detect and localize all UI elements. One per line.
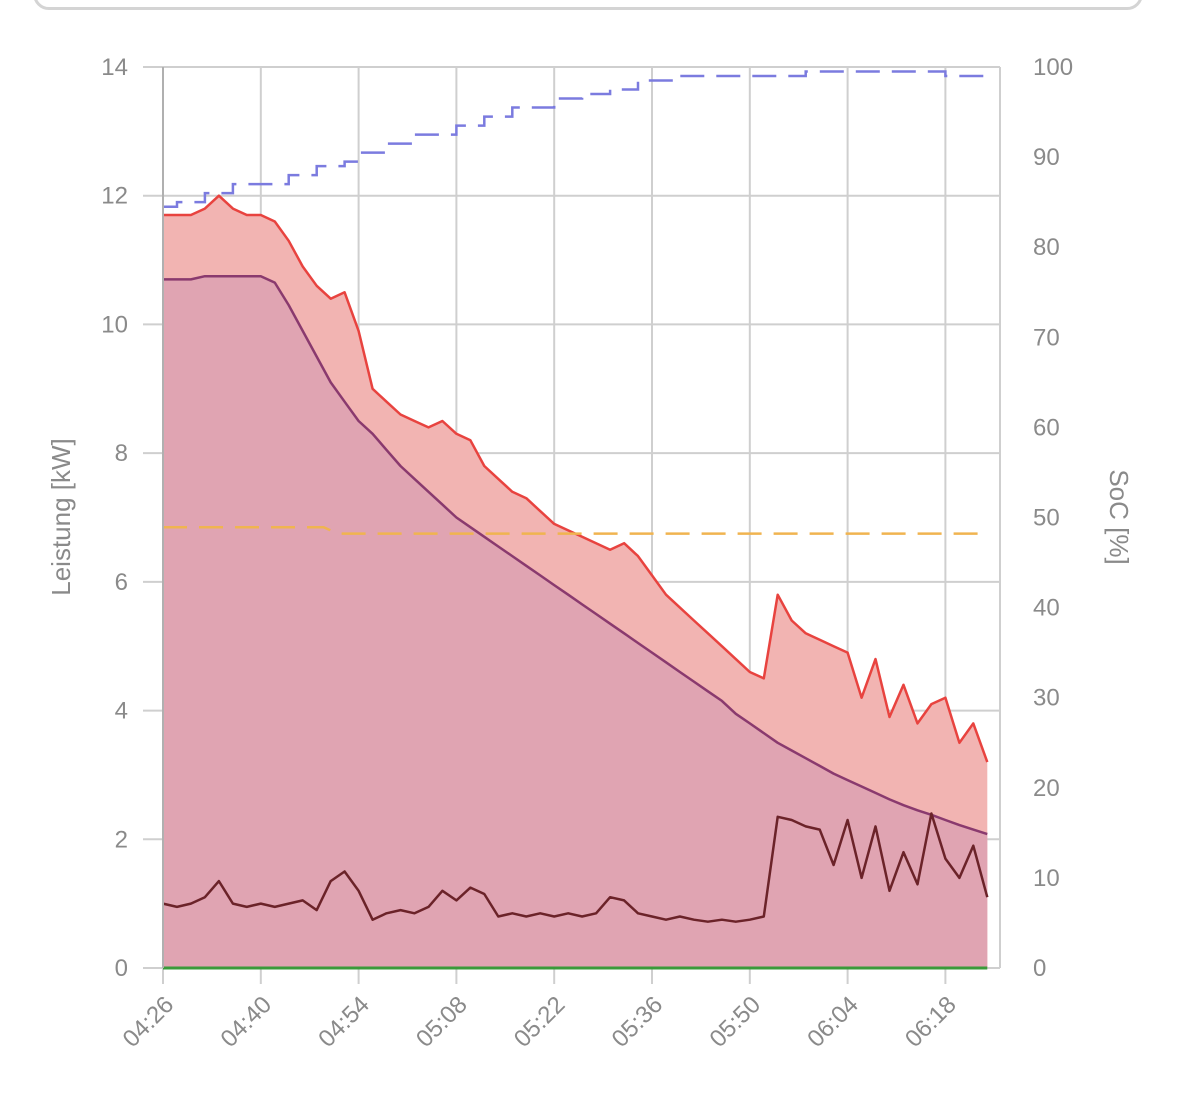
x-tick-label: 05:08 — [411, 991, 473, 1053]
y-axis-title: Leistung [kW] — [46, 438, 76, 596]
x-tick-label: 04:26 — [118, 991, 180, 1053]
y-tick-label: 6 — [115, 569, 128, 596]
y-tick-label: 4 — [115, 698, 128, 725]
y-tick-label: 12 — [101, 183, 128, 210]
x-tick-label: 05:50 — [704, 991, 766, 1053]
ev-power-area — [163, 276, 988, 968]
soc-dashed-line — [163, 70, 988, 208]
y2-tick-label: 90 — [1033, 144, 1060, 171]
house-load-line — [162, 812, 989, 923]
y2-tick-label: 50 — [1033, 505, 1060, 532]
area-layer — [163, 195, 988, 968]
ev-power-line — [163, 274, 988, 836]
x-tick-label: 06:04 — [802, 991, 864, 1053]
y-tick-label: 2 — [115, 826, 128, 853]
y2-tick-label: 0 — [1033, 955, 1046, 982]
y2-tick-label: 70 — [1033, 324, 1060, 351]
y2-tick-label: 80 — [1033, 234, 1060, 261]
y2-tick-label: 100 — [1033, 54, 1073, 81]
y2-tick-label: 10 — [1033, 865, 1060, 892]
y2-tick-label: 20 — [1033, 775, 1060, 802]
y-tick-label: 8 — [115, 440, 128, 467]
y-tick-label: 10 — [101, 311, 128, 338]
x-tick-label: 05:36 — [607, 991, 669, 1053]
line-layer — [162, 67, 989, 970]
limit-dashed-line — [163, 525, 988, 535]
y2-tick-label: 60 — [1033, 414, 1060, 441]
x-tick-label: 06:18 — [900, 991, 962, 1053]
y2-tick-label: 30 — [1033, 685, 1060, 712]
x-tick-label: 04:54 — [313, 991, 375, 1053]
x-tick-label: 04:40 — [215, 991, 277, 1053]
y-tick-label: 14 — [101, 54, 128, 81]
y2-axis-title: SoC [%] — [1104, 469, 1134, 564]
y2-tick-label: 40 — [1033, 595, 1060, 622]
y-tick-label: 0 — [115, 955, 128, 982]
x-tick-label: 05:22 — [509, 991, 571, 1053]
